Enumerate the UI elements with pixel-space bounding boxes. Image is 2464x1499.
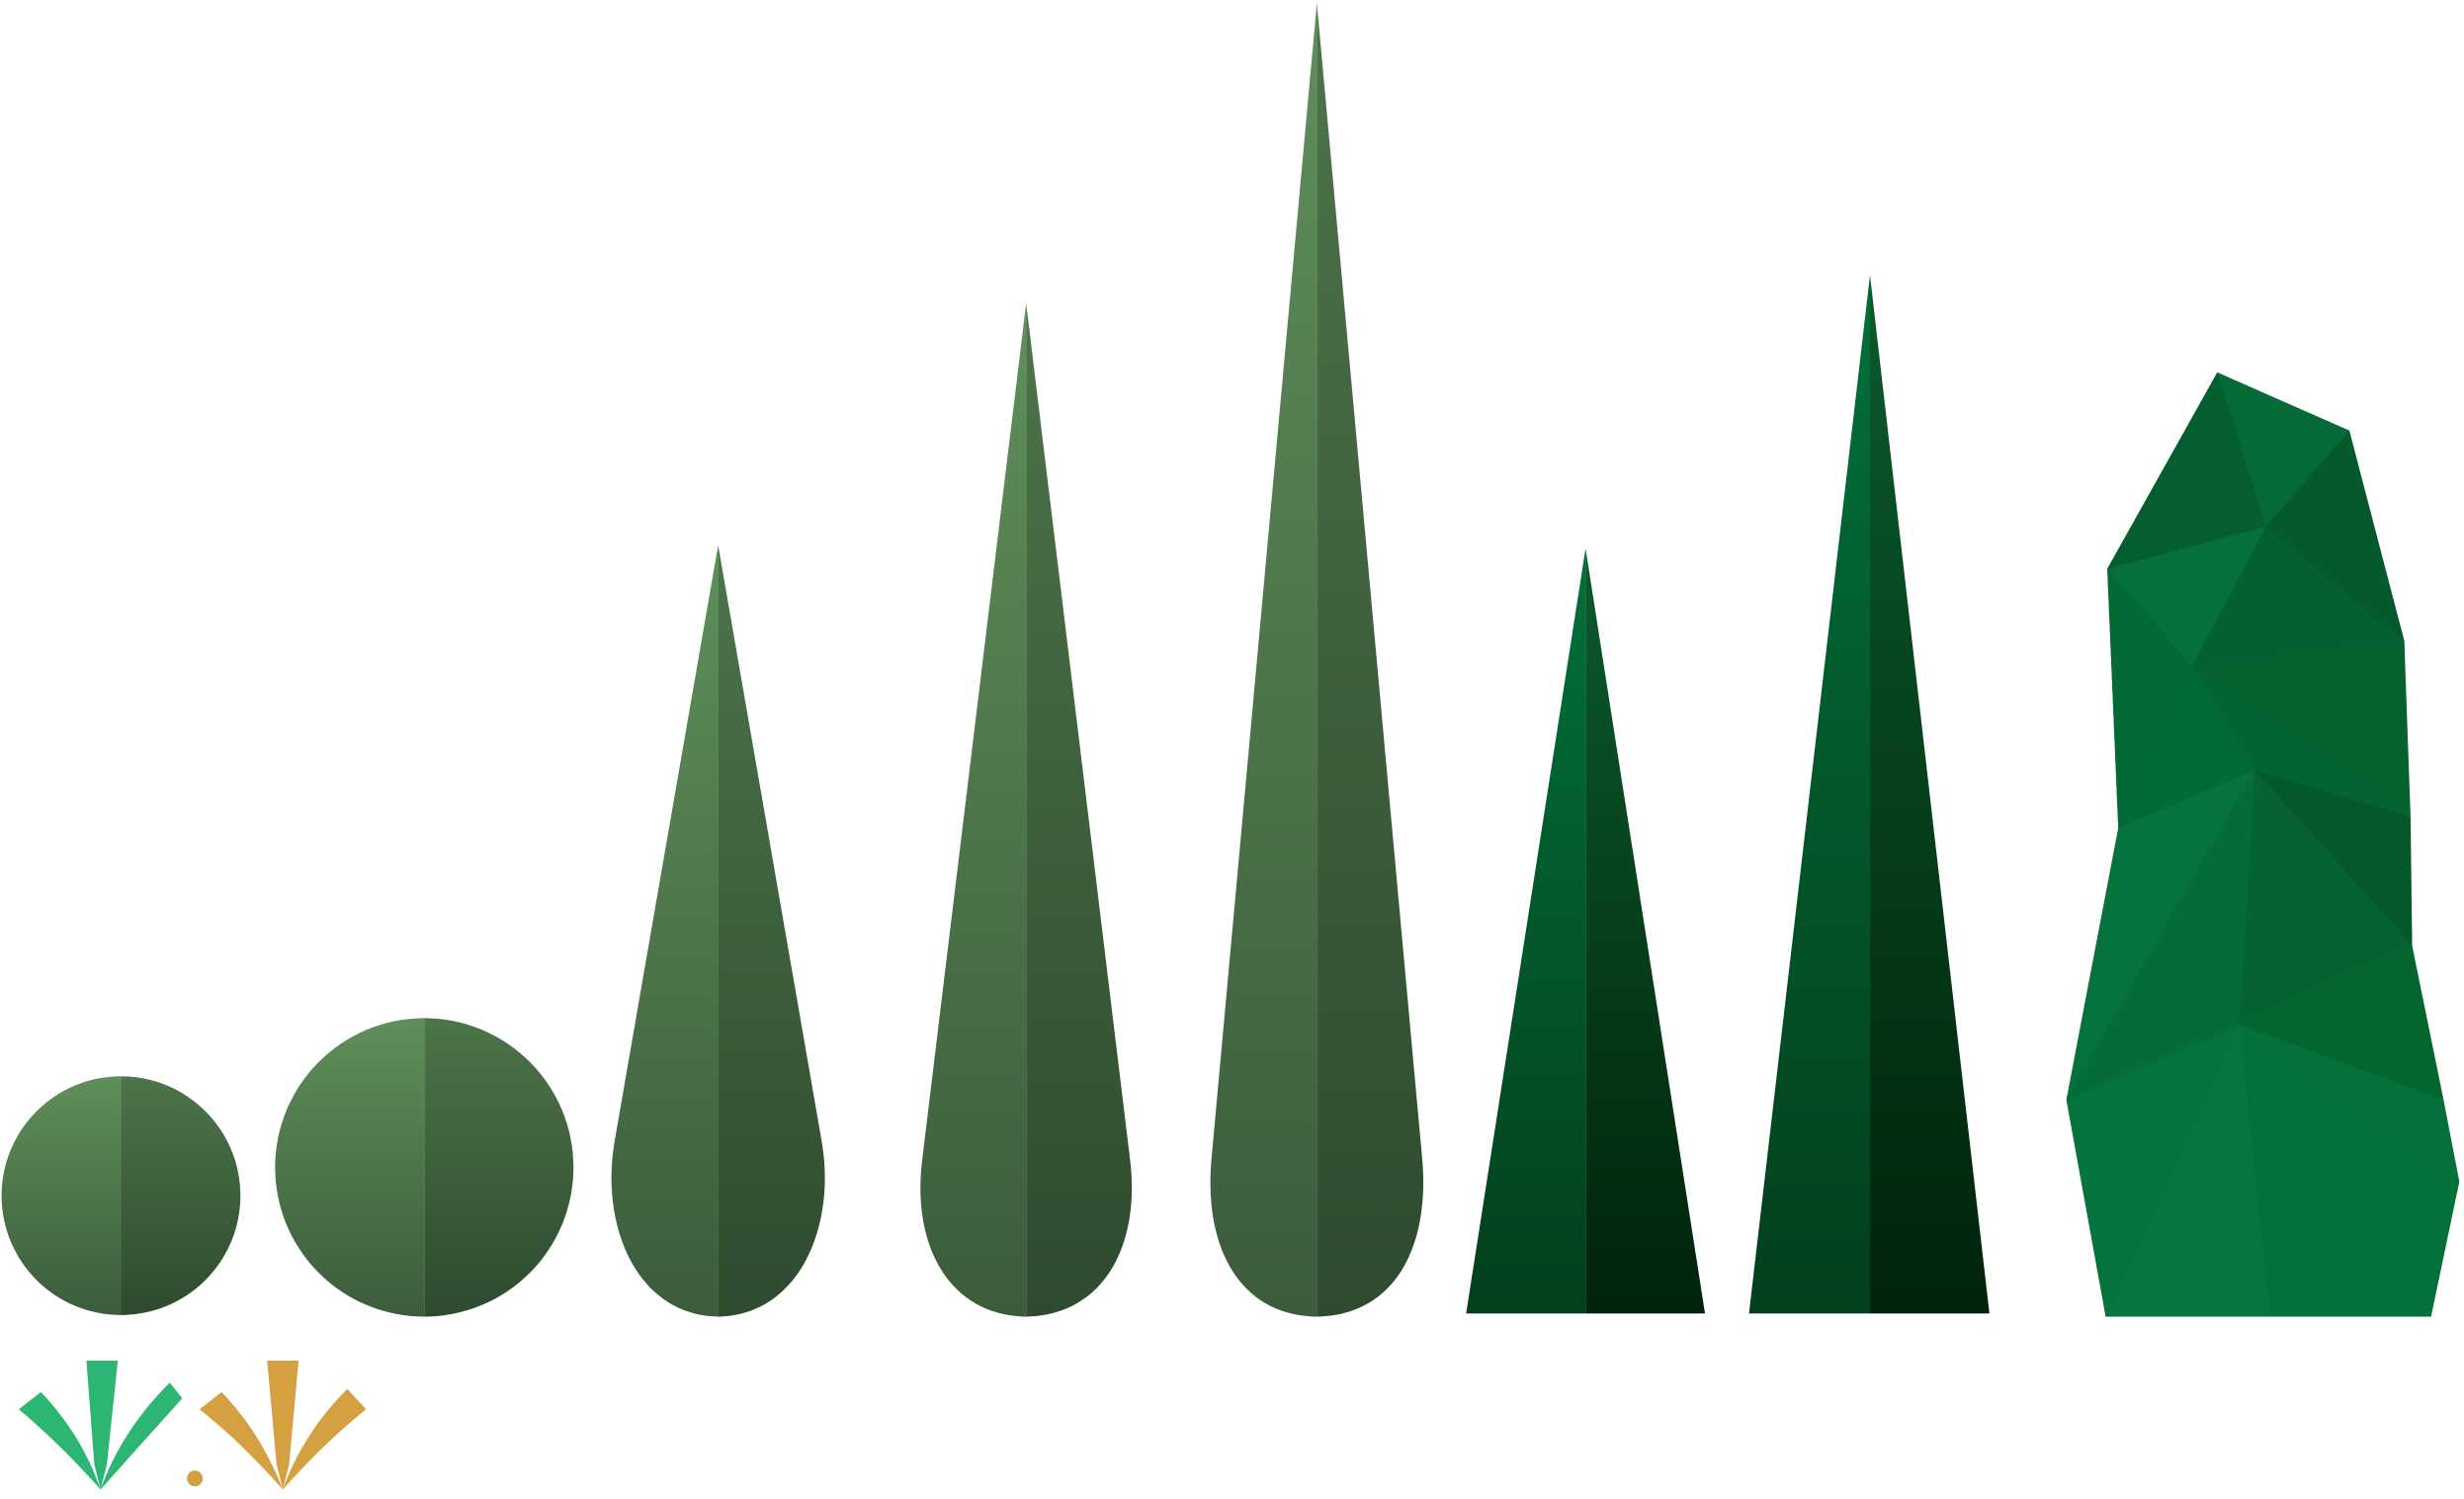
- short-teardrop-cypress-shape: [611, 544, 825, 1317]
- tall-teardrop-cypress-shape: [1210, 3, 1424, 1317]
- large-round-shrub-shape: [275, 1018, 574, 1317]
- tall-cone-tree-shape: [1748, 275, 1990, 1314]
- green-sprout-icon: [19, 1360, 183, 1490]
- medium-teardrop-cypress-shape: [920, 302, 1133, 1317]
- small-round-shrub-shape: [1, 1076, 241, 1315]
- short-cone-tree-shape: [1466, 547, 1706, 1314]
- faceted-rock-tree-shape: [2066, 372, 2460, 1317]
- gold-sprout-icon: [187, 1360, 367, 1490]
